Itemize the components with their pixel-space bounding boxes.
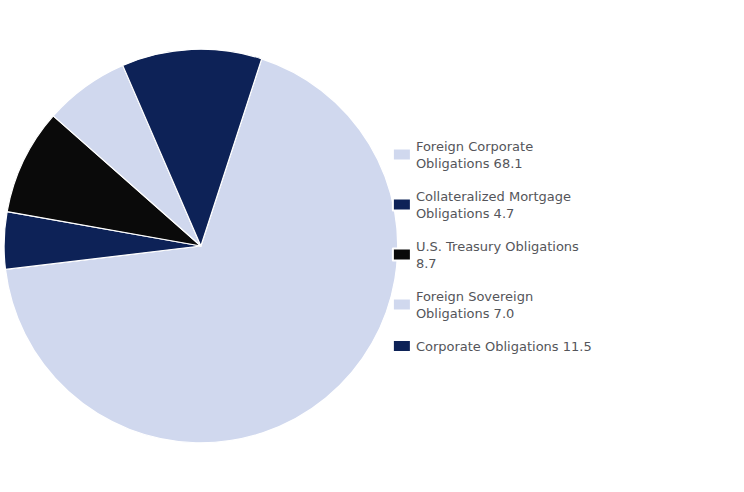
svg-text:U.S. Treasury Obligations: U.S. Treasury Obligations bbox=[416, 239, 579, 254]
svg-text:Collateralized Mortgage: Collateralized Mortgage bbox=[416, 189, 571, 204]
svg-text:Obligations 68.1: Obligations 68.1 bbox=[416, 156, 523, 171]
svg-text:Foreign Corporate: Foreign Corporate bbox=[416, 139, 533, 154]
svg-text:8.7: 8.7 bbox=[416, 256, 437, 271]
svg-text:Foreign Sovereign: Foreign Sovereign bbox=[416, 289, 533, 304]
svg-text:Obligations 7.0: Obligations 7.0 bbox=[416, 306, 514, 321]
svg-text:Corporate Obligations 11.5: Corporate Obligations 11.5 bbox=[416, 339, 592, 354]
svg-text:Obligations 4.7: Obligations 4.7 bbox=[416, 206, 514, 221]
